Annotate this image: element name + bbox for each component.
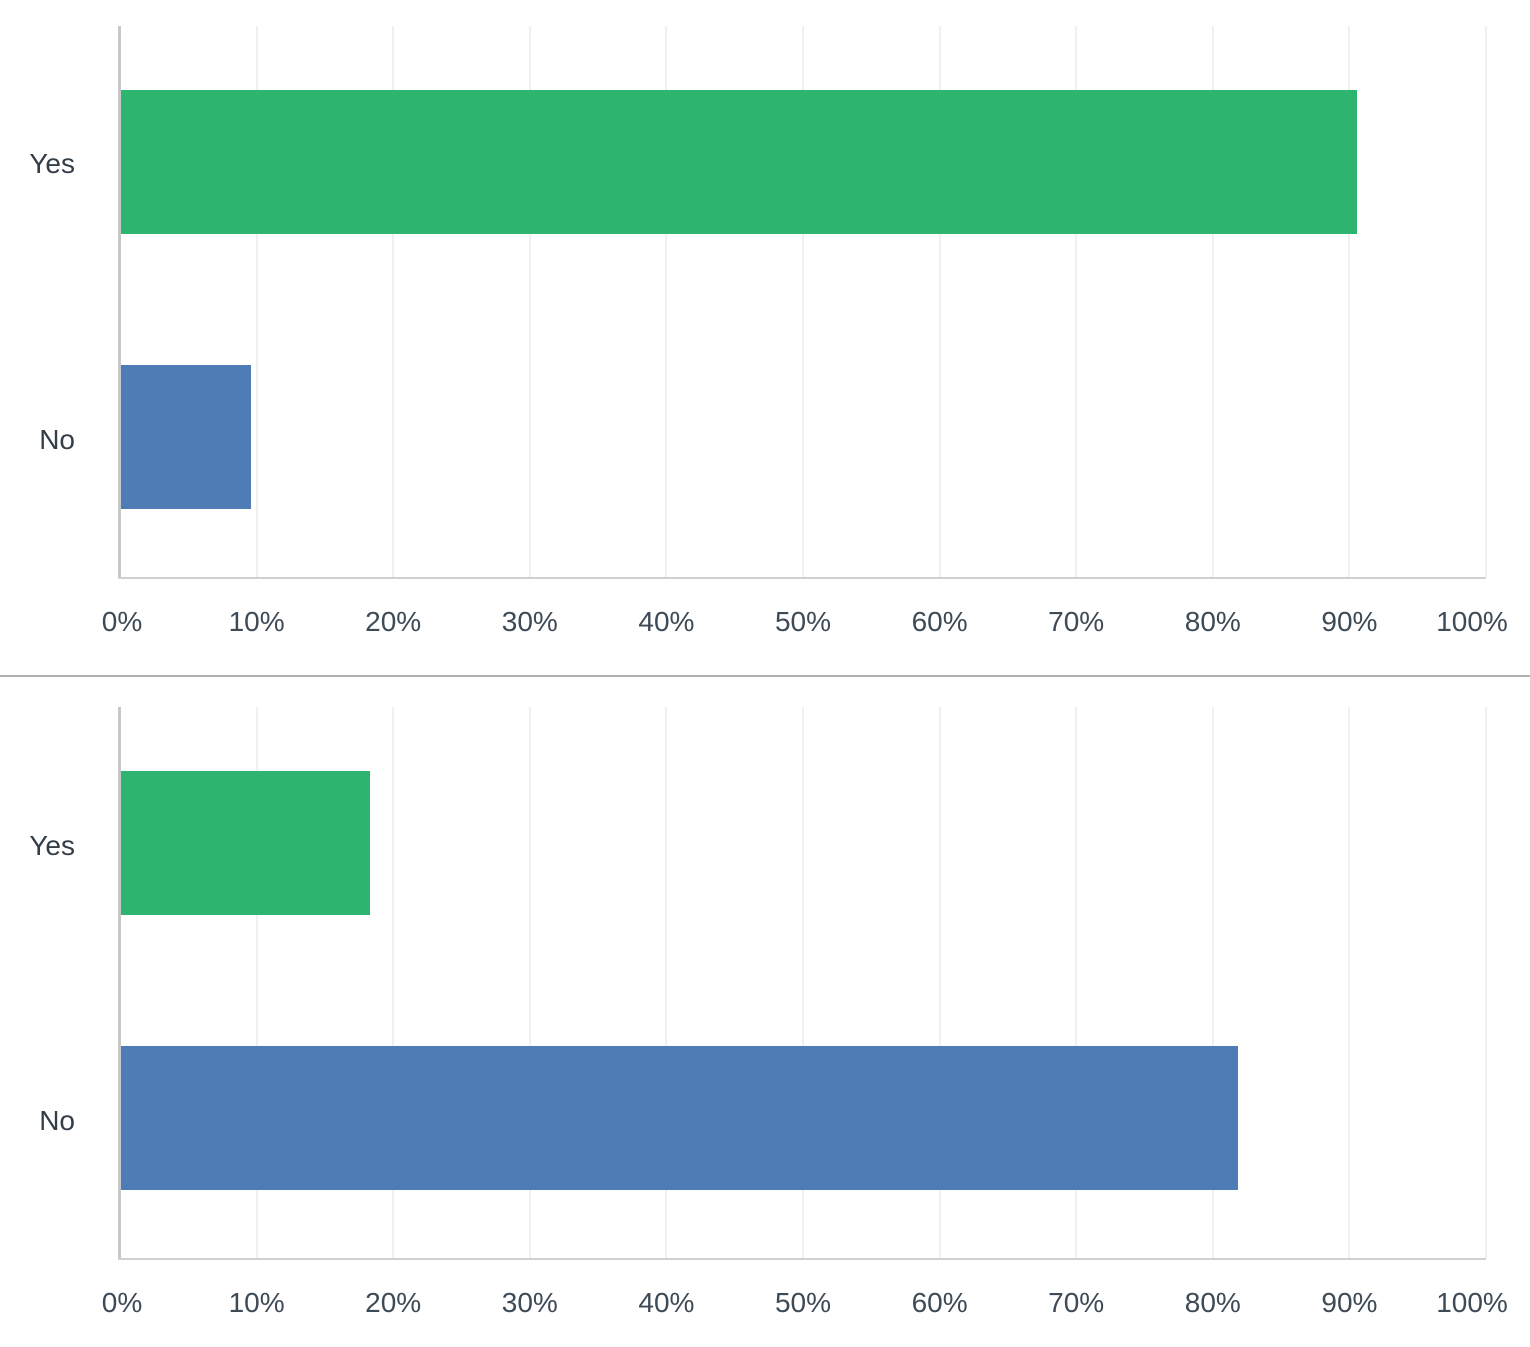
gridline (392, 26, 395, 577)
bar-yes (121, 771, 370, 915)
y-axis-line (118, 707, 121, 1258)
gridline (528, 707, 531, 1258)
category-label: Yes (29, 830, 75, 861)
x-axis-line (118, 1258, 1486, 1260)
x-tick-label: 60% (911, 1287, 968, 1318)
gridline (1075, 707, 1078, 1258)
x-tick-label: 20% (365, 606, 422, 637)
gridline (1211, 707, 1214, 1258)
category-label: No (39, 424, 75, 455)
bar-no (121, 1046, 1239, 1190)
x-tick-label: 50% (774, 606, 832, 637)
gridline (665, 26, 668, 577)
gridline (1485, 26, 1487, 577)
bar-yes (121, 90, 1358, 234)
gridline (802, 26, 804, 577)
gridline (665, 707, 668, 1258)
x-tick-label: 70% (1048, 1287, 1105, 1318)
x-tick-label: 50% (774, 1287, 832, 1318)
gridline (938, 707, 941, 1258)
category-label: Yes (29, 148, 75, 179)
x-tick-label: 30% (501, 606, 558, 637)
chart-divider (0, 675, 1530, 677)
gridline (1211, 26, 1214, 577)
x-tick-label: 80% (1184, 606, 1241, 637)
x-tick-label: 100% (1436, 1287, 1508, 1318)
x-tick-label: 100% (1436, 606, 1508, 637)
x-tick-label: 90% (1321, 606, 1378, 637)
gridline (802, 707, 804, 1258)
gridline (1075, 26, 1078, 577)
x-tick-label: 0% (101, 1287, 143, 1318)
x-tick-label: 10% (228, 1287, 285, 1318)
chart-top: Yes No 0% 10% 20% 30% 40% 50% 60% 70% 80% 90% 100% (0, 0, 1530, 670)
plot-area (118, 26, 1487, 579)
gridline (1485, 707, 1487, 1258)
gridline (255, 707, 258, 1258)
x-tick-label: 40% (638, 606, 695, 637)
x-tick-label: 40% (638, 1287, 695, 1318)
y-axis-line (118, 26, 121, 577)
x-tick-label: 20% (365, 1287, 422, 1318)
x-tick-label: 30% (501, 1287, 558, 1318)
gridline (255, 26, 258, 577)
x-tick-label: 10% (228, 606, 285, 637)
gridline (938, 26, 941, 577)
x-tick-label: 90% (1321, 1287, 1378, 1318)
gridline (1348, 707, 1351, 1258)
category-label: No (39, 1105, 75, 1136)
x-axis-line (118, 577, 1486, 579)
bar-no (121, 365, 251, 509)
gridline (392, 707, 395, 1258)
x-tick-label: 60% (911, 606, 968, 637)
plot-area (118, 707, 1487, 1260)
gridline (1348, 26, 1351, 577)
gridline (528, 26, 531, 577)
x-tick-label: 70% (1048, 606, 1105, 637)
x-tick-label: 0% (101, 606, 143, 637)
x-tick-label: 80% (1184, 1287, 1241, 1318)
